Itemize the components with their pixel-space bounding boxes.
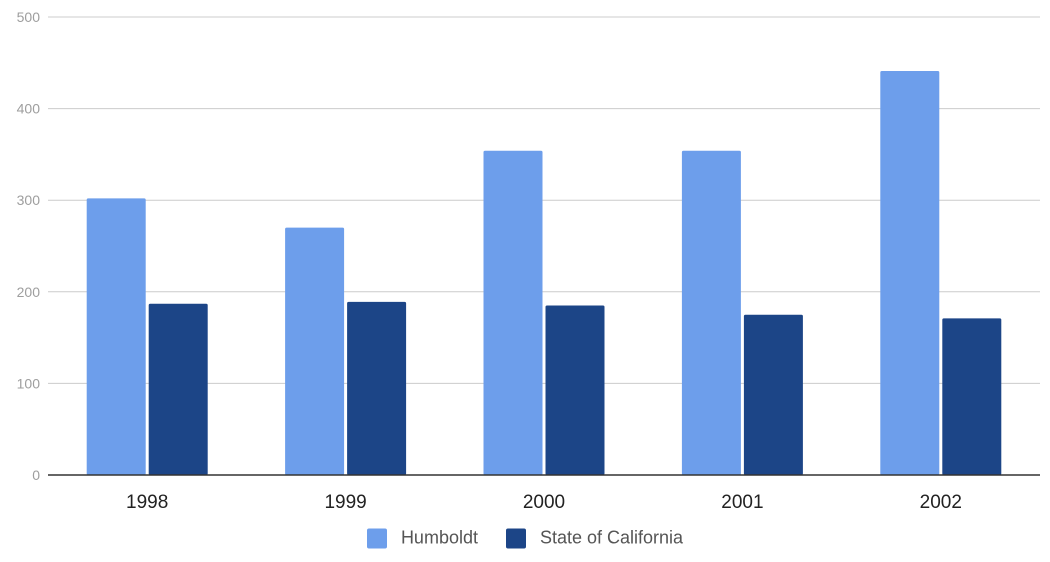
bar-state-of-california-2001	[743, 314, 803, 475]
y-tick-label: 500	[17, 9, 41, 25]
x-axis-ticks: 1998 1999 2000 2001 2002	[126, 492, 962, 513]
bar-state-of-california-1998	[148, 303, 208, 475]
legend: Humboldt State of California	[0, 528, 1050, 549]
y-tick-label: 100	[17, 375, 41, 391]
bar-humboldt-1999	[285, 227, 345, 475]
x-tick-label: 2002	[920, 492, 962, 513]
bars	[86, 71, 1002, 476]
bar-state-of-california-1999	[347, 301, 407, 475]
y-tick-label: 200	[17, 284, 41, 300]
bar-humboldt-2000	[483, 150, 543, 475]
x-tick-label: 1999	[324, 492, 366, 513]
y-tick-label: 300	[17, 192, 41, 208]
y-axis-ticks: 0 100 200 300 400 500	[17, 9, 41, 483]
legend-item-state-of-california: State of California	[505, 527, 684, 549]
bar-humboldt-2001	[681, 150, 741, 475]
x-tick-label: 2001	[721, 492, 763, 513]
gridlines	[48, 16, 1040, 384]
legend-swatch-state-of-california	[505, 528, 526, 548]
bar-humboldt-2002	[880, 71, 940, 475]
legend-swatch-humboldt	[366, 528, 387, 548]
legend-label-state-of-california: State of California	[539, 527, 684, 548]
x-tick-label: 2000	[523, 492, 565, 513]
y-tick-label: 0	[32, 467, 40, 483]
bar-state-of-california-2000	[545, 305, 605, 475]
x-tick-label: 1998	[126, 492, 168, 513]
bar-humboldt-1998	[86, 198, 146, 476]
bar-state-of-california-2002	[942, 318, 1002, 475]
y-tick-label: 400	[17, 101, 41, 117]
legend-item-humboldt: Humboldt	[366, 527, 478, 549]
legend-label-humboldt: Humboldt	[400, 527, 478, 548]
